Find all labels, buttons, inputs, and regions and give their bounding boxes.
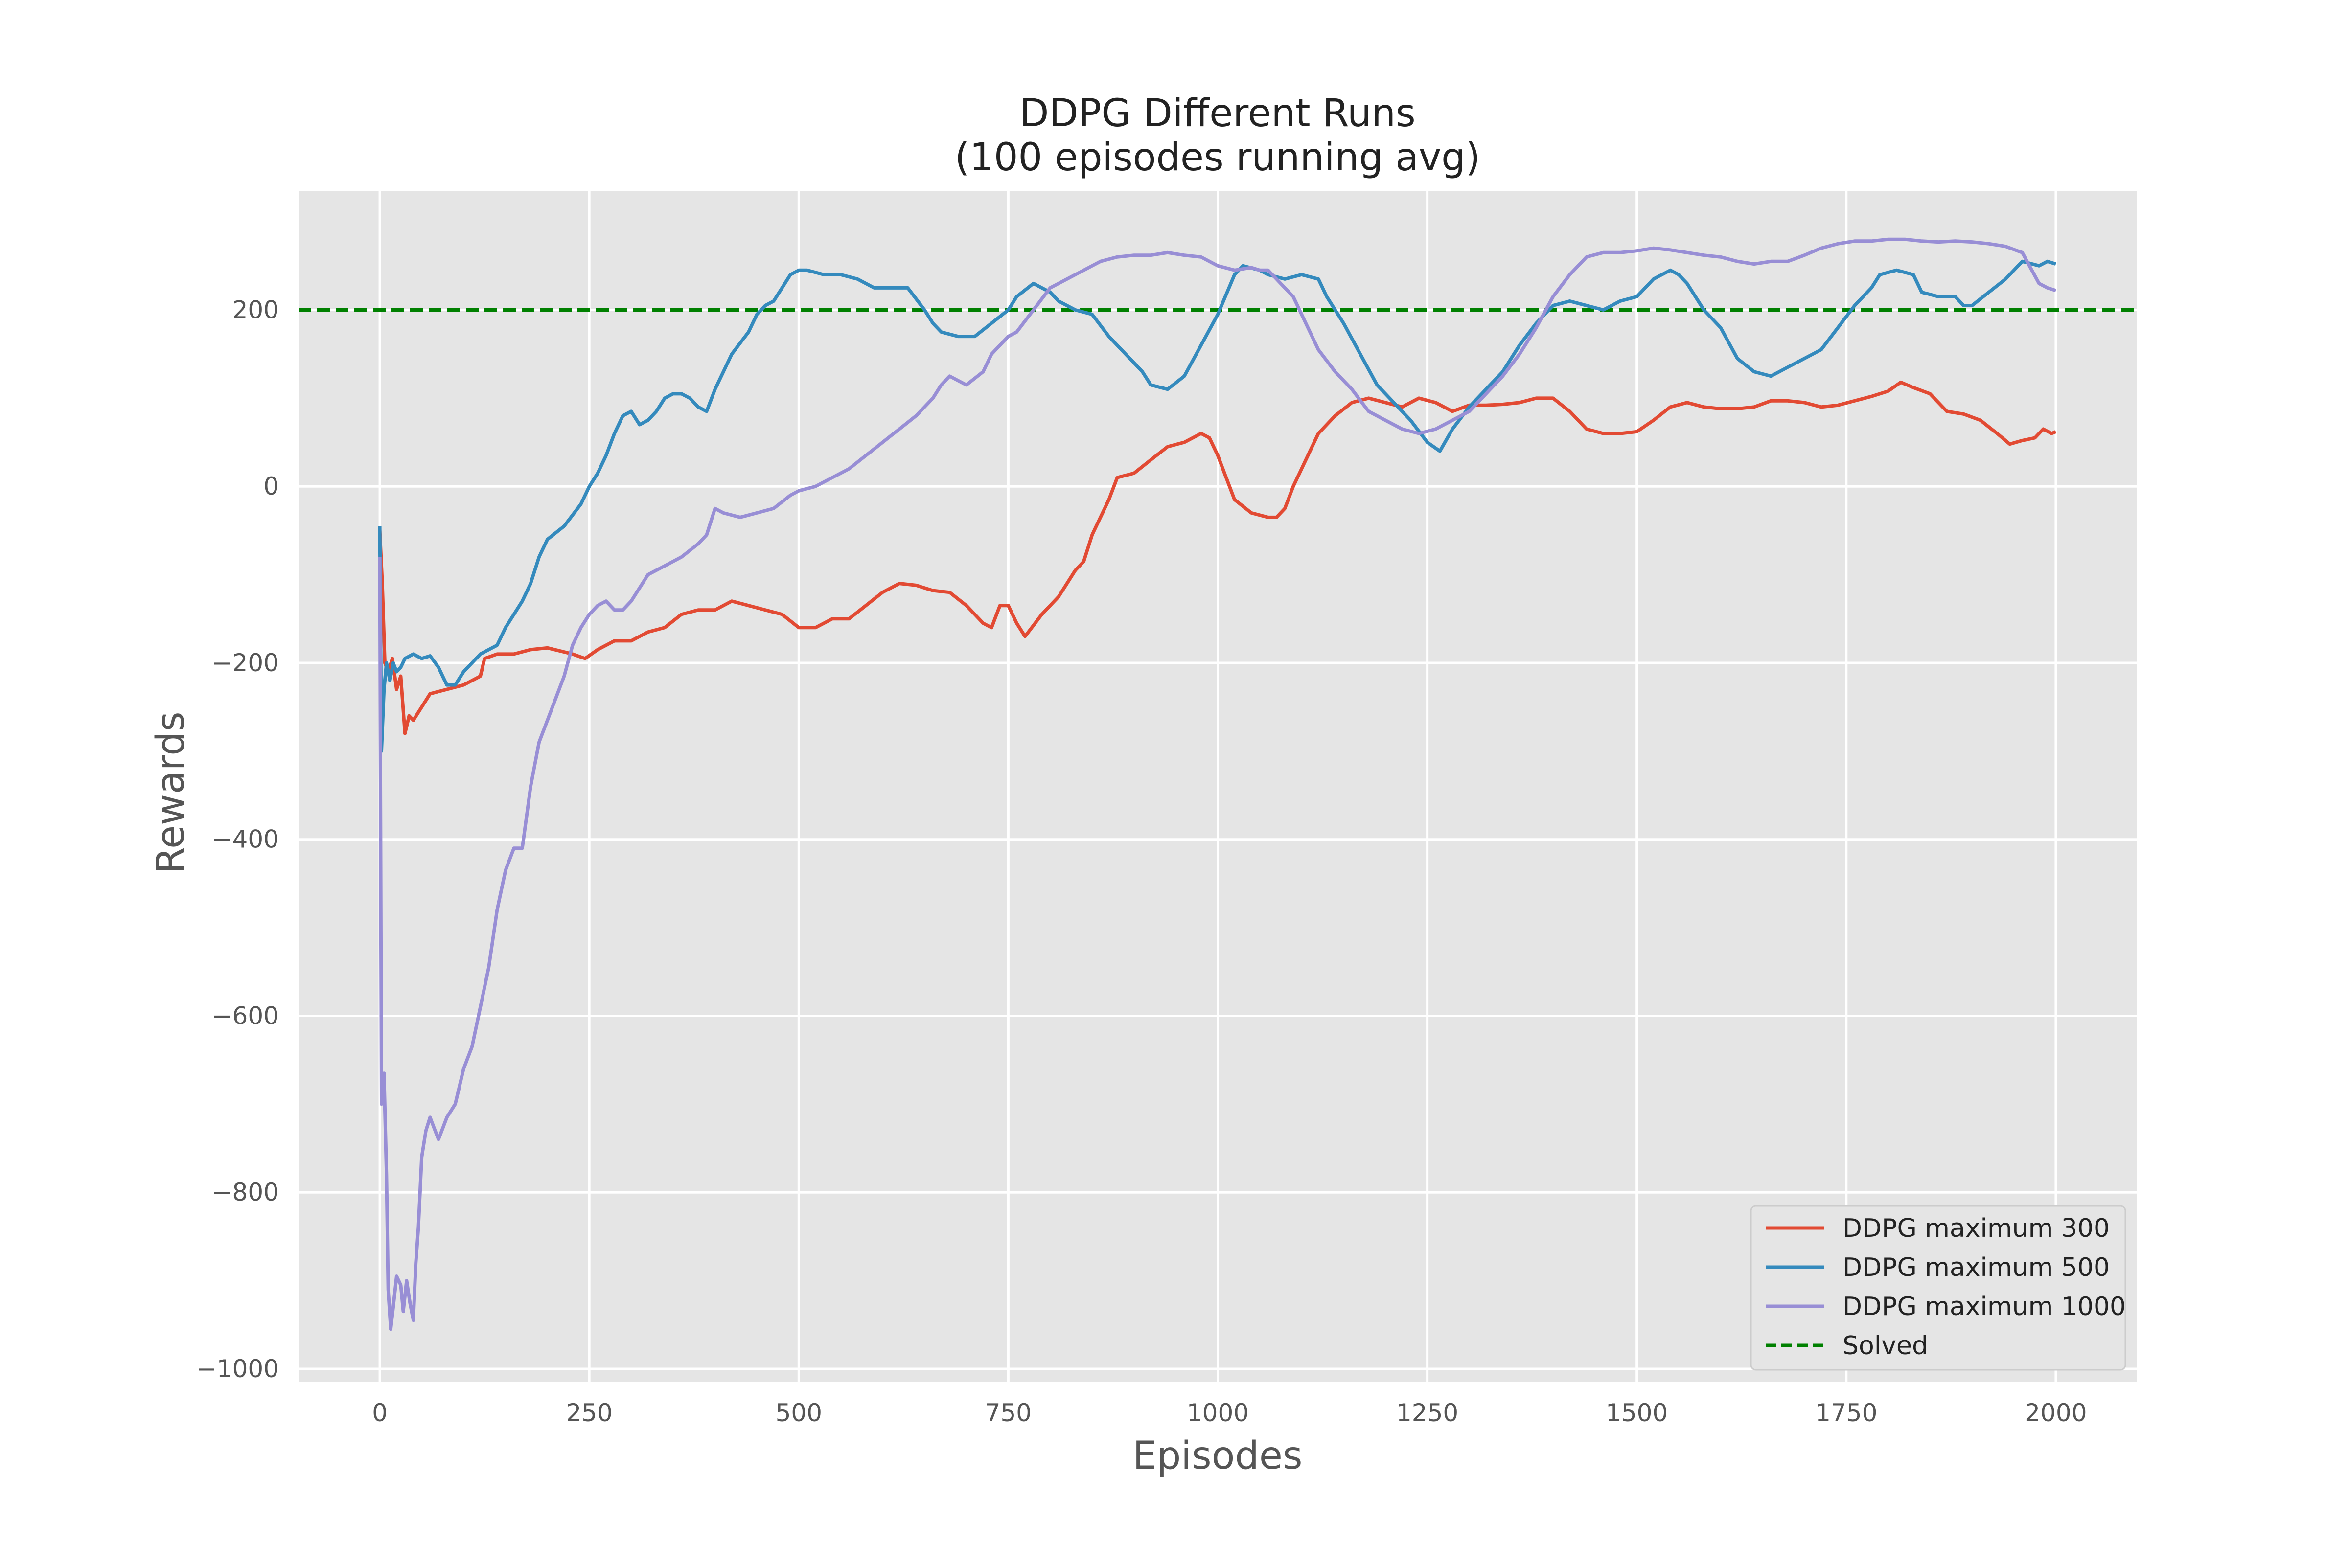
chart-title-line-1: DDPG Different Runs — [1019, 91, 1415, 136]
series-layer — [378, 237, 2057, 1331]
legend-items: DDPG maximum 300 DDPG maximum 500 DDPG max… — [1766, 1214, 2126, 1361]
y-tick-label: −200 — [212, 649, 279, 677]
x-tick-label: 250 — [566, 1399, 612, 1427]
x-tick-label: 2000 — [2025, 1399, 2087, 1427]
x-tick-label: 750 — [985, 1399, 1032, 1427]
y-axis-title: Rewards — [149, 711, 193, 873]
y-tick-label: −600 — [212, 1001, 279, 1030]
x-tick-label: 1750 — [1815, 1399, 1877, 1427]
x-axis-ticks: 0 250 500 750 1000 1250 1500 1750 2000 — [372, 1399, 2087, 1427]
series-line-2 — [378, 259, 2056, 753]
y-tick-label: −400 — [212, 825, 279, 854]
x-tick-label: 1000 — [1187, 1399, 1249, 1427]
series-line-3 — [378, 237, 2056, 1331]
chart-title-line-2: (100 episodes running avg) — [955, 136, 1480, 180]
legend: DDPG maximum 300 DDPG maximum 500 DDPG max… — [1750, 1205, 2126, 1371]
legend-label: DDPG maximum 1000 — [1842, 1292, 2126, 1321]
series-line-1 — [378, 380, 2057, 735]
legend-label: DDPG maximum 300 — [1842, 1214, 2110, 1243]
x-axis-title: Episodes — [1133, 1434, 1303, 1478]
x-tick-label: 500 — [776, 1399, 822, 1427]
legend-box — [1750, 1205, 2126, 1371]
y-axis-ticks: −1000 −800 −600 −400 −200 0 200 — [196, 296, 279, 1383]
y-tick-label: 0 — [263, 472, 279, 500]
x-tick-label: 1500 — [1606, 1399, 1668, 1427]
legend-label: DDPG maximum 500 — [1842, 1253, 2110, 1282]
y-tick-label: −1000 — [196, 1355, 279, 1383]
x-tick-label: 0 — [372, 1399, 388, 1427]
y-tick-label: −800 — [212, 1178, 279, 1206]
x-tick-label: 1250 — [1396, 1399, 1458, 1427]
legend-label: Solved — [1842, 1331, 1928, 1361]
y-tick-label: 200 — [232, 296, 279, 324]
